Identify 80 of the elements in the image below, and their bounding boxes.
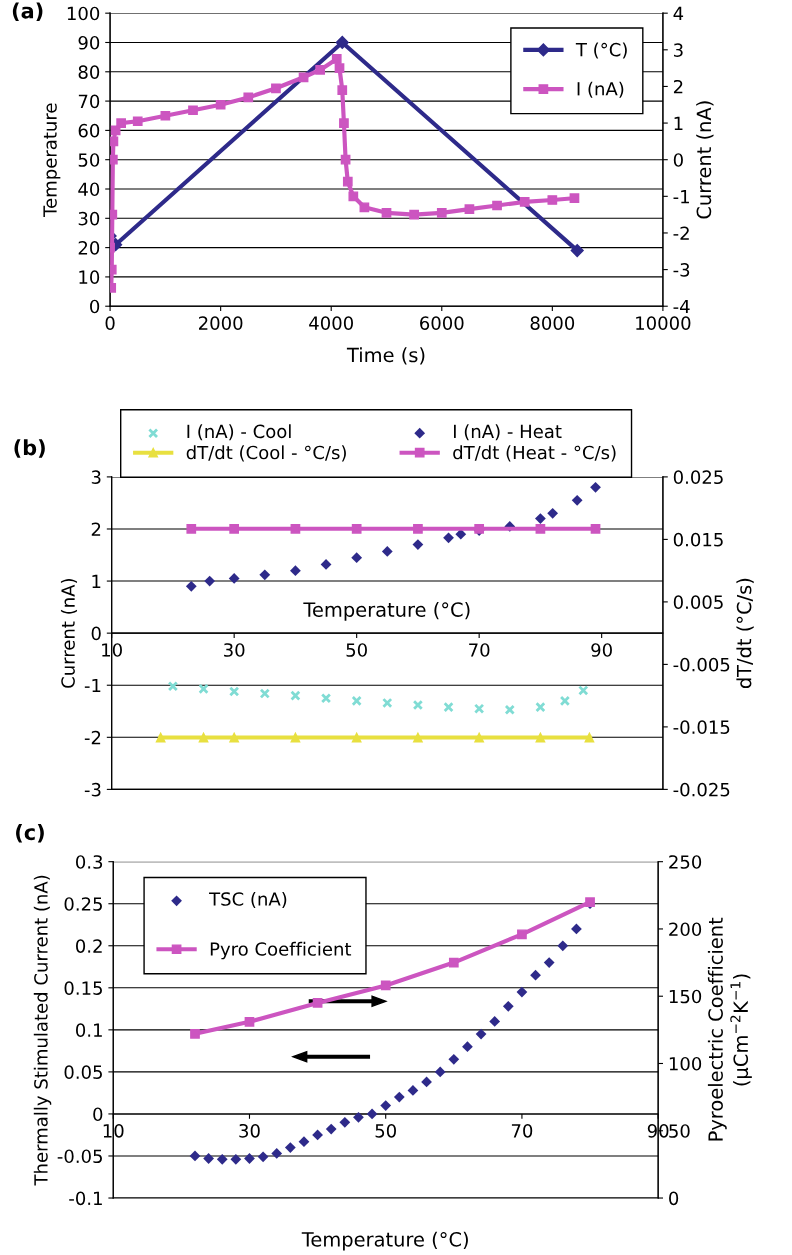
y-tick-label: 0.15 [64, 981, 102, 995]
y-tick-label: 0 [90, 299, 100, 314]
y-tick-label: -2 [84, 730, 101, 745]
x-axis-title: Time (s) [346, 347, 425, 365]
x-tick-label: 70 [511, 1123, 533, 1138]
y2-tick-label: 0.015 [673, 532, 723, 547]
y2-tick-label: -3 [673, 263, 690, 277]
x-tick-label: 90 [591, 643, 612, 657]
legend-label: Pyro Coefficient [210, 941, 352, 960]
y-axis-title: Thermally Stimulated Current (nA) [33, 875, 52, 1186]
y-tick-label: 2 [91, 522, 101, 536]
y-tick-label: 70 [78, 94, 100, 109]
x-axis-title: Temperature (°C) [301, 1231, 468, 1251]
y-tick-label: 90 [78, 35, 100, 50]
y-tick-label: 20 [78, 241, 100, 255]
y2-tick-label: -1 [673, 190, 689, 204]
y2-tick-label: 150 [669, 989, 702, 1004]
y2-tick-label: -2 [673, 226, 689, 240]
y2-tick-label: 0.005 [673, 595, 723, 610]
y-tick-label: 40 [78, 182, 100, 197]
y-axis-title: Temperature [43, 103, 61, 217]
y2-axis-title: Current (nA) [696, 101, 714, 219]
legend-label: I (nA) - Cool [187, 424, 291, 441]
y-tick-label: -0.05 [57, 1149, 102, 1164]
y-tick-label: 0 [93, 1107, 103, 1122]
y-tick-label: 100 [67, 6, 100, 21]
x-tick-label: 30 [224, 643, 245, 657]
y-tick-label: 60 [78, 123, 100, 138]
y2-tick-label: 0 [673, 153, 683, 167]
y2-tick-label: 3 [674, 43, 683, 57]
y-tick-label: 30 [78, 211, 100, 226]
y2-tick-label: 4 [673, 6, 684, 21]
x-tick-label: 50 [346, 643, 367, 657]
x-tick-label: 30 [239, 1123, 260, 1138]
chart-title: (b) [14, 439, 45, 458]
y2-tick-label: -0.025 [673, 782, 730, 797]
x-tick-label: 2000 [199, 316, 243, 330]
x-tick-label: 6000 [420, 316, 464, 330]
y-tick-label: -1 [84, 678, 101, 693]
y2-tick-label: 0.025 [673, 470, 723, 485]
y2-axis-title: Pyroelectric Coefficient (µCm$^{−2}$K$^{−1}$) [707, 917, 752, 1141]
chart-title: (a) [12, 2, 43, 22]
y2-tick-label: -4 [673, 299, 690, 314]
y-tick-label: 80 [78, 65, 100, 79]
y-tick-label: 3 [91, 470, 101, 485]
x-tick-label: 50 [375, 1123, 396, 1138]
legend-label: dT/dt (Cool - °C/s) [186, 445, 346, 462]
y-tick-label: -3 [84, 782, 101, 797]
legend-label: TSC (nA) [209, 891, 287, 908]
y-tick-label: 0 [91, 626, 101, 641]
y2-tick-label: 200 [669, 922, 702, 937]
legend-label: I (nA) - Heat [453, 424, 562, 441]
y-tick-label: 0.05 [64, 1065, 102, 1080]
y2-tick-label: -0.015 [673, 720, 730, 735]
y2-tick-label: -0.005 [673, 657, 730, 672]
y-tick-label: 0.1 [76, 1023, 102, 1037]
y-axis-title: Current (nA) [60, 578, 78, 688]
x-axis-title: Temperature (°C) [303, 601, 470, 621]
y2-axis-title: dT/dt (°C/s) [736, 578, 754, 689]
y-tick-label: 0.2 [76, 939, 102, 953]
legend-label: T (°C) [575, 42, 627, 59]
legend-label: I (nA) [577, 81, 624, 98]
x-tick-label: 0 [105, 316, 115, 330]
chart-title: (c) [16, 824, 44, 843]
x-tick-label: 70 [469, 643, 490, 657]
y-tick-label: 0.3 [76, 855, 103, 869]
x-tick-label: 10000 [636, 316, 691, 330]
legend-label: dT/dt (Heat - °C/s) [453, 445, 616, 462]
y2-tick-label: 0 [669, 1191, 679, 1206]
x-tick-label: 4000 [309, 316, 353, 330]
y-tick-label: 50 [78, 153, 100, 167]
y-tick-label: -0.1 [69, 1191, 102, 1206]
y-tick-label: 1 [92, 574, 101, 588]
y2-tick-label: 250 [669, 855, 702, 869]
y2-tick-label: 1 [674, 116, 683, 130]
y-tick-label: 10 [79, 270, 100, 285]
y2-tick-label: 100 [669, 1056, 702, 1071]
y-tick-label: 0.25 [64, 897, 102, 911]
x-tick-label: 8000 [530, 316, 575, 330]
y2-tick-label: 2 [673, 79, 683, 94]
